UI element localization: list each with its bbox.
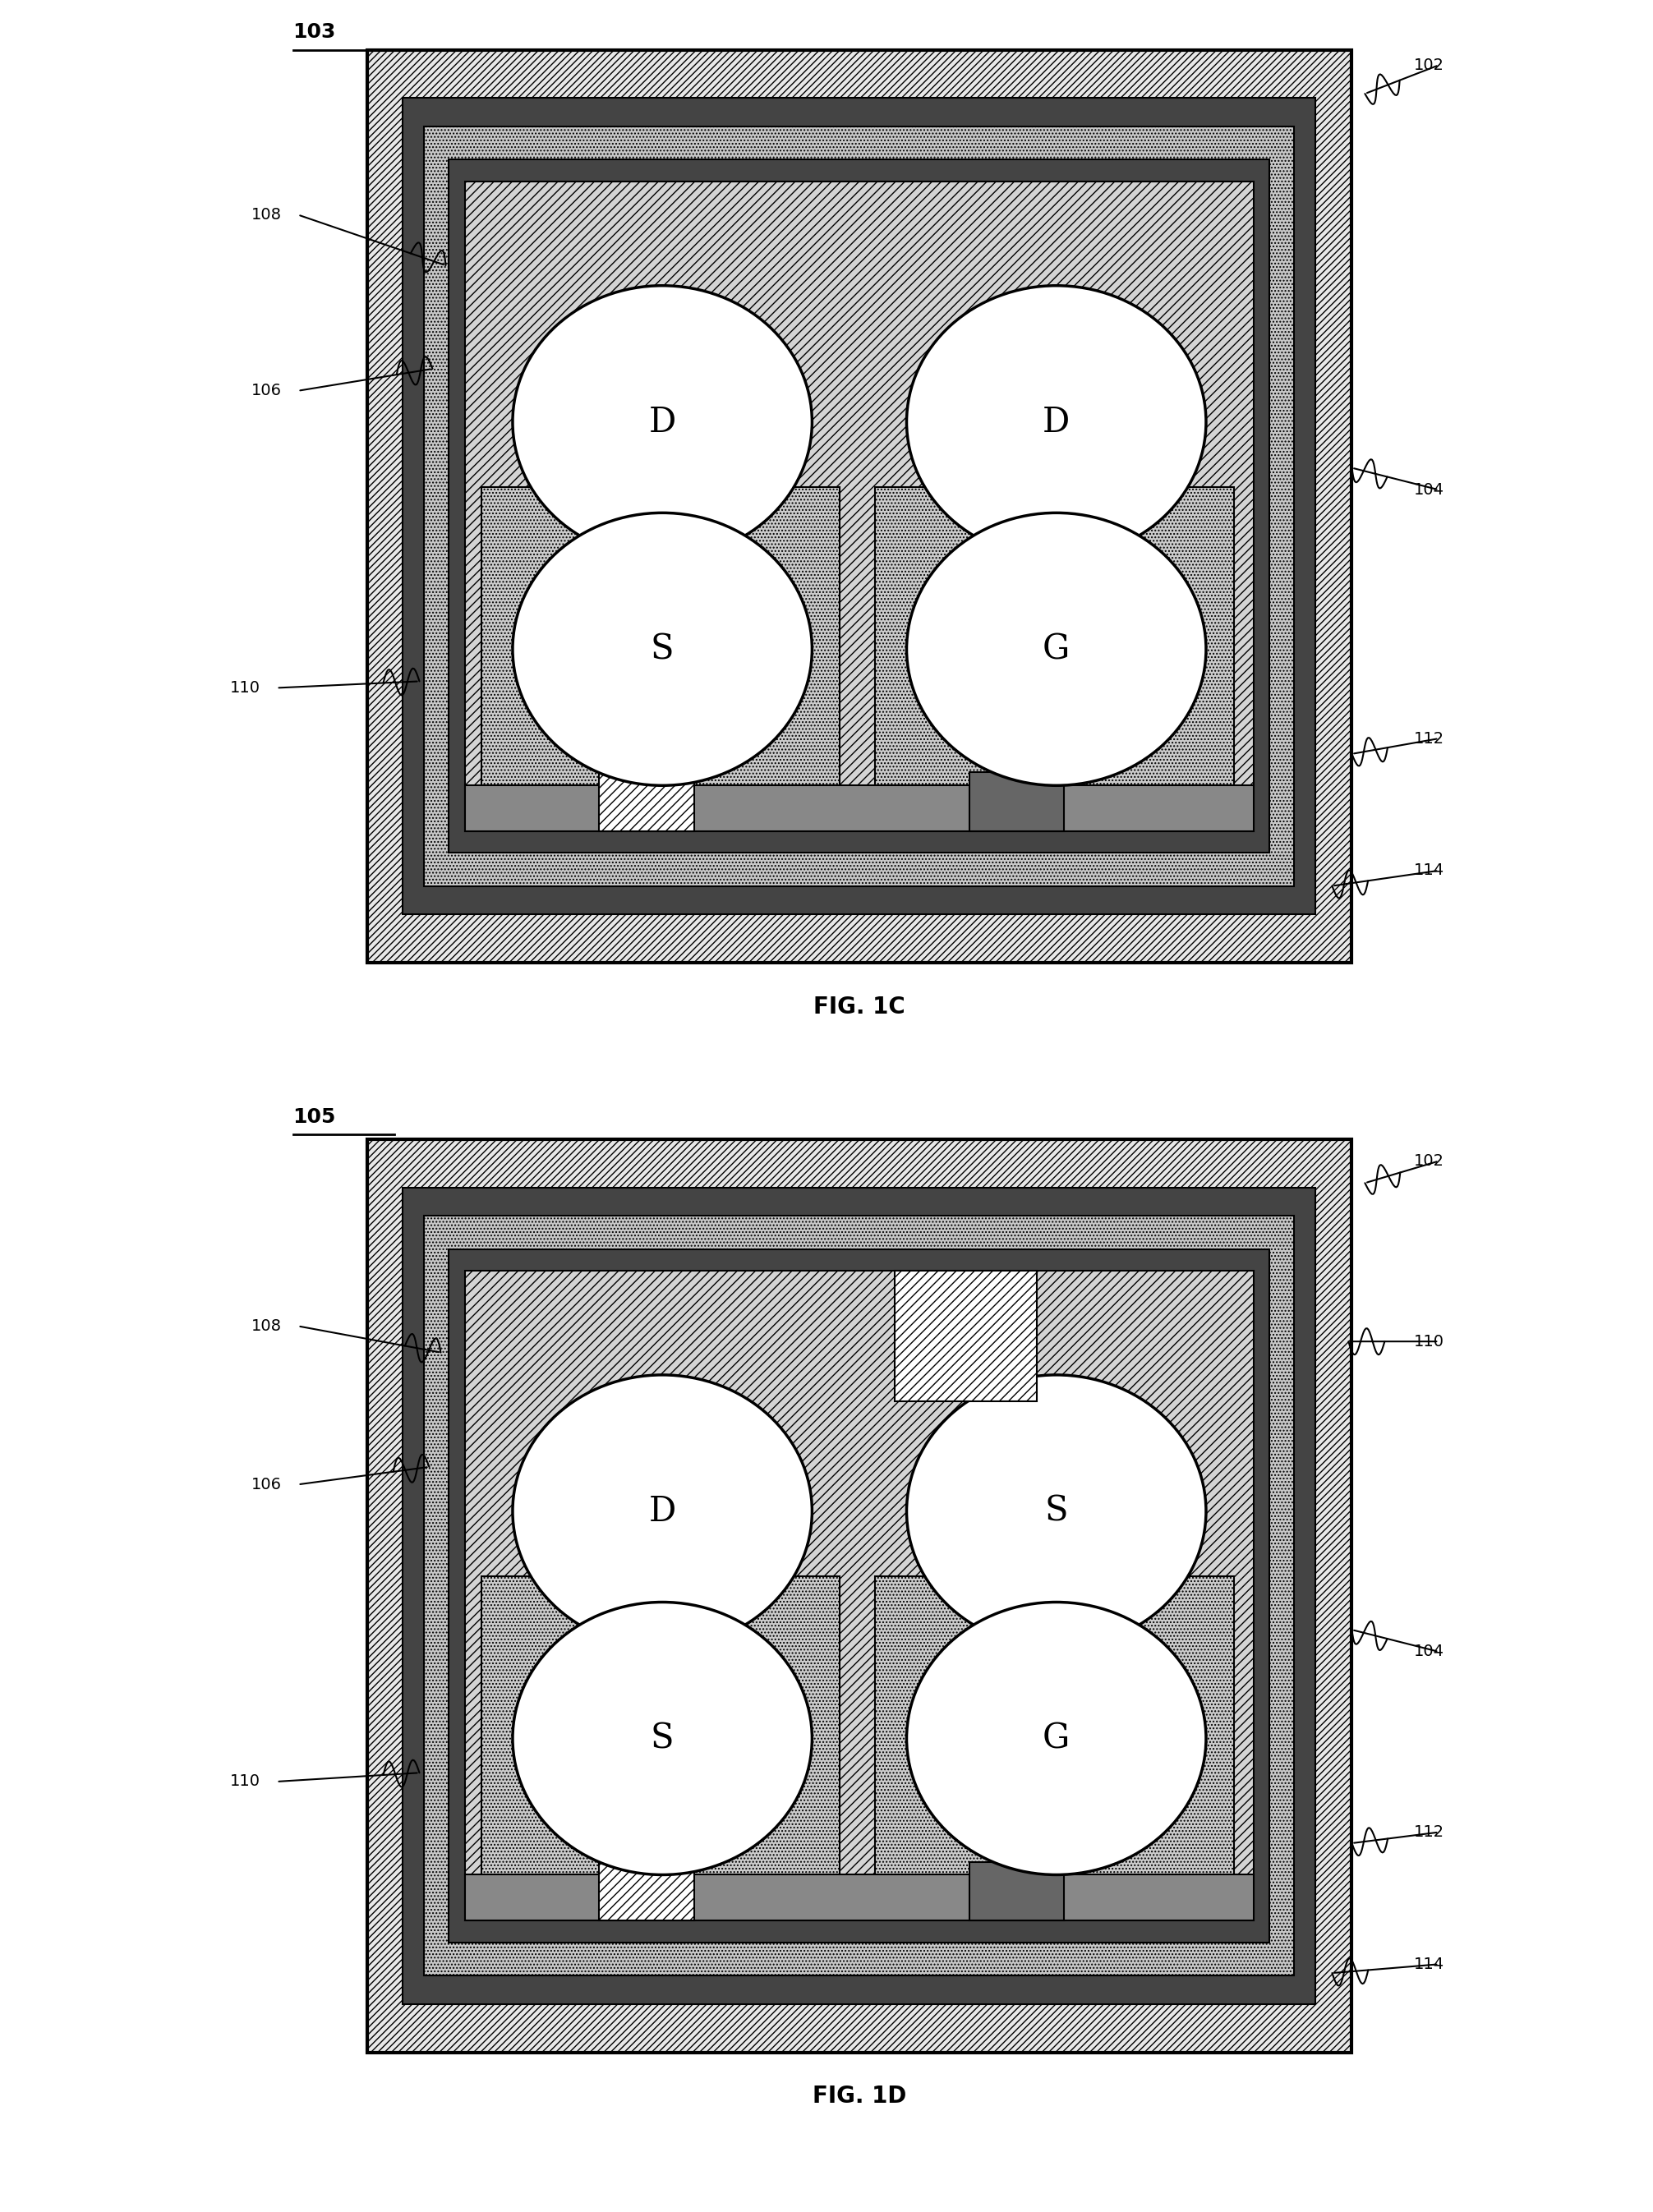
Ellipse shape [512,1376,812,1648]
Bar [403,1188,1316,2004]
Text: G: G [1043,633,1069,666]
Text: 104: 104 [1415,1644,1445,1659]
Bar [425,126,1294,887]
Bar [481,487,840,812]
Bar [481,1577,840,1900]
Text: S: S [1045,1493,1068,1528]
Bar [466,1272,1253,1920]
Text: 110: 110 [1415,1334,1445,1349]
Text: FIG. 1C: FIG. 1C [813,995,906,1018]
Text: 106: 106 [251,383,281,398]
Ellipse shape [512,513,812,785]
Text: 104: 104 [1415,482,1445,498]
Bar [466,785,1253,832]
Text: G: G [1043,1721,1069,1756]
Text: 108: 108 [251,208,281,223]
Ellipse shape [512,1601,812,1876]
Text: S: S [651,633,674,666]
Bar [466,181,1253,832]
Text: 110: 110 [230,679,260,697]
Text: 114: 114 [1415,1955,1445,1973]
Bar [450,1250,1270,1942]
Text: 114: 114 [1415,863,1445,878]
Text: 103: 103 [293,22,336,42]
Text: 106: 106 [251,1478,281,1493]
Text: S: S [651,1721,674,1756]
Text: 105: 105 [293,1108,336,1126]
Text: D: D [648,405,676,440]
Text: 110: 110 [230,1774,260,1790]
Text: D: D [1043,405,1069,440]
Text: 112: 112 [1415,1825,1445,1840]
Ellipse shape [906,1376,1207,1648]
Bar [403,97,1316,914]
Text: D: D [648,1493,676,1528]
Text: 102: 102 [1415,1152,1445,1168]
Bar [970,772,1065,832]
Ellipse shape [512,285,812,557]
Bar [894,1272,1036,1400]
Text: 112: 112 [1415,730,1445,745]
Bar [970,1863,1065,1920]
Bar [425,1217,1294,1975]
Ellipse shape [906,513,1207,785]
Bar [367,49,1352,962]
Ellipse shape [906,285,1207,557]
Bar [874,487,1233,812]
Bar [874,1577,1233,1900]
Text: FIG. 1D: FIG. 1D [812,2084,906,2108]
Bar [450,159,1270,854]
Text: 108: 108 [251,1318,281,1334]
Bar [367,1139,1352,2053]
Bar [600,772,694,832]
Bar [466,1876,1253,1920]
Ellipse shape [906,1601,1207,1876]
Bar [600,1863,694,1920]
Text: 102: 102 [1415,58,1445,73]
